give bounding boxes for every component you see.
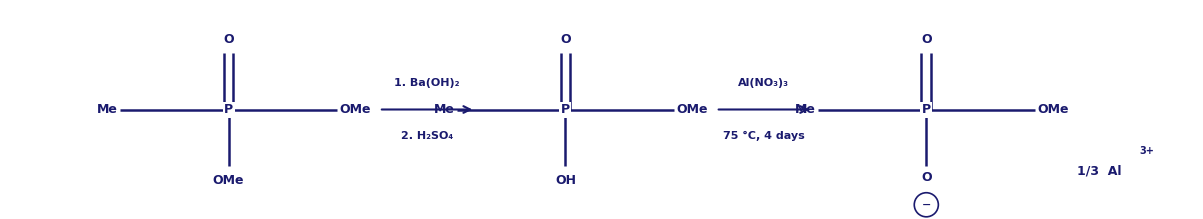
Text: OH: OH [555,174,576,187]
Text: Me: Me [795,103,816,116]
Text: −: − [921,200,931,210]
Text: 1/3  Al: 1/3 Al [1077,164,1121,177]
Text: O: O [561,33,570,46]
Text: Al(NO₃)₃: Al(NO₃)₃ [739,78,789,88]
Text: P: P [224,103,233,116]
Text: OMe: OMe [213,174,244,187]
Text: OMe: OMe [676,103,707,116]
Text: OMe: OMe [339,103,371,116]
Text: O: O [224,33,233,46]
Text: OMe: OMe [1037,103,1068,116]
Text: 2. H₂SO₄: 2. H₂SO₄ [401,131,454,141]
Text: 3+: 3+ [1139,146,1154,156]
Text: Me: Me [434,103,455,116]
Text: 75 °C, 4 days: 75 °C, 4 days [723,131,805,141]
Text: Me: Me [97,103,118,116]
Text: P: P [921,103,931,116]
Text: O: O [921,33,931,46]
Text: 1. Ba(OH)₂: 1. Ba(OH)₂ [395,78,460,88]
Text: P: P [561,103,570,116]
Text: O: O [921,171,931,184]
